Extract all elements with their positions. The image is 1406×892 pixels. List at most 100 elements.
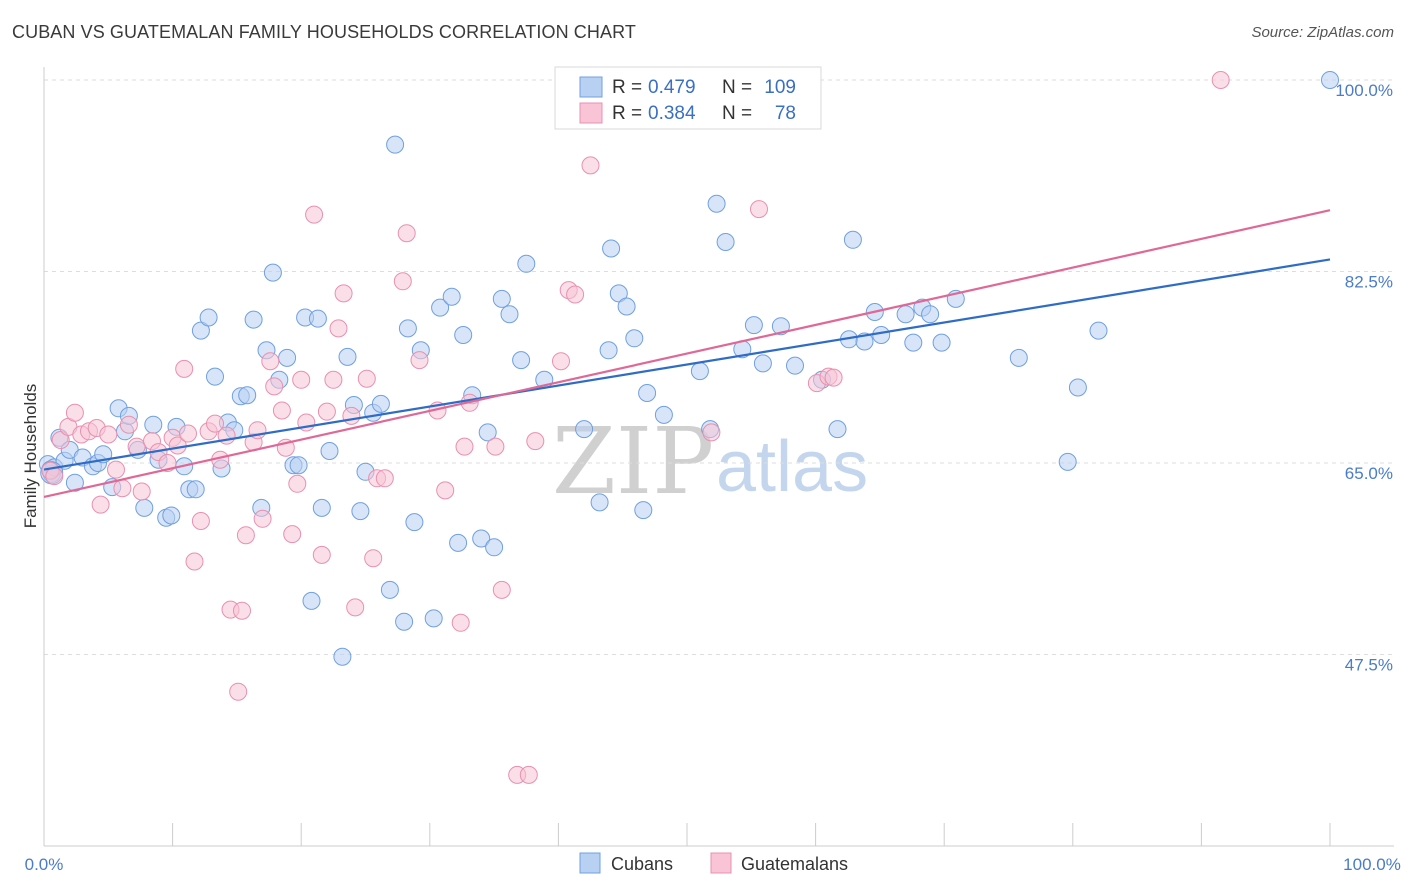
point-cubans-53 xyxy=(371,394,390,413)
point-cubans-100 xyxy=(896,305,915,324)
point-guatemalans-41 xyxy=(292,370,311,389)
point-guatemalans-11 xyxy=(113,479,132,498)
point-guatemalans-37 xyxy=(272,401,291,420)
point-cubans-68 xyxy=(485,538,504,557)
legend-swatch-guatemalans xyxy=(579,102,603,124)
point-cubans-75 xyxy=(590,493,609,512)
point-guatemalans-57 xyxy=(410,351,429,370)
point-cubans-80 xyxy=(625,329,644,348)
point-cubans-63 xyxy=(449,533,468,552)
point-guatemalans-8 xyxy=(91,495,110,514)
point-cubans-39 xyxy=(278,348,297,367)
bottom-legend-swatch-cubans xyxy=(579,852,601,874)
x-tick-label-left: 0.0% xyxy=(25,855,64,874)
point-cubans-72 xyxy=(517,254,536,273)
point-cubans-41 xyxy=(289,456,308,475)
point-cubans-78 xyxy=(609,284,628,303)
point-cubans-62 xyxy=(442,287,461,306)
point-cubans-91 xyxy=(771,317,790,336)
point-guatemalans-63 xyxy=(486,437,505,456)
point-guatemalans-17 xyxy=(158,454,177,472)
point-cubans-44 xyxy=(308,309,327,328)
point-guatemalans-30 xyxy=(233,601,251,620)
legend-n-value-guatemalans: 78 xyxy=(775,103,796,124)
point-cubans-109 xyxy=(1089,321,1108,340)
point-cubans-110 xyxy=(1321,71,1339,89)
point-guatemalans-45 xyxy=(317,402,336,421)
point-cubans-58 xyxy=(405,513,424,532)
point-cubans-46 xyxy=(320,442,339,460)
point-guatemalans-39 xyxy=(283,525,302,544)
point-guatemalans-31 xyxy=(236,526,255,545)
point-guatemalans-51 xyxy=(357,369,376,388)
point-guatemalans-50 xyxy=(346,598,365,617)
point-cubans-96 xyxy=(843,230,862,249)
point-cubans-50 xyxy=(351,502,370,521)
point-cubans-43 xyxy=(302,591,321,610)
point-guatemalans-64 xyxy=(492,580,511,599)
x-tick-label-right: 100.0% xyxy=(1343,855,1401,874)
point-cubans-66 xyxy=(472,529,491,548)
point-cubans-107 xyxy=(1058,452,1077,471)
point-cubans-55 xyxy=(386,135,405,154)
legend-n-value-cubans: 109 xyxy=(764,77,796,98)
point-guatemalans-59 xyxy=(436,481,455,500)
watermark: ZIP atlas xyxy=(552,408,868,515)
point-guatemalans-34 xyxy=(253,509,272,528)
bottom-legend-swatch-guatemalans xyxy=(710,852,732,874)
y-tick-label-0: 100.0% xyxy=(1335,81,1393,100)
point-cubans-83 xyxy=(654,405,673,424)
point-guatemalans-72 xyxy=(702,423,721,442)
point-cubans-48 xyxy=(338,347,357,366)
watermark-atlas: atlas xyxy=(716,427,868,507)
point-guatemalans-35 xyxy=(261,352,280,371)
point-guatemalans-54 xyxy=(375,469,394,488)
point-guatemalans-73 xyxy=(750,200,768,219)
point-cubans-64 xyxy=(454,326,473,344)
point-cubans-37 xyxy=(263,263,282,282)
point-cubans-27 xyxy=(199,308,218,327)
point-cubans-7 xyxy=(65,473,84,492)
point-guatemalans-25 xyxy=(206,414,224,433)
chart-source: Source: ZipAtlas.com xyxy=(1251,24,1394,41)
legend-r-value-guatemalans: 0.384 xyxy=(648,103,696,124)
point-guatemalans-46 xyxy=(324,370,343,389)
point-cubans-82 xyxy=(638,384,657,402)
point-cubans-18 xyxy=(144,415,163,434)
legend-r-label-cubans: R = xyxy=(612,77,642,98)
point-guatemalans-48 xyxy=(334,284,353,303)
point-cubans-28 xyxy=(206,367,224,386)
point-guatemalans-9 xyxy=(99,425,118,444)
point-guatemalans-68 xyxy=(552,352,570,371)
point-cubans-89 xyxy=(744,316,763,335)
point-guatemalans-10 xyxy=(107,460,125,479)
point-guatemalans-23 xyxy=(191,512,210,530)
point-cubans-45 xyxy=(312,498,331,517)
point-guatemalans-22 xyxy=(185,552,204,571)
legend-n-label-cubans: N = xyxy=(722,77,752,98)
legend-r-label-guatemalans: R = xyxy=(612,103,642,124)
point-cubans-108 xyxy=(1068,378,1087,397)
legend: R = 0.479 N = 109 R = 0.384 N = 78 xyxy=(554,66,822,130)
point-cubans-87 xyxy=(716,233,735,251)
point-guatemalans-14 xyxy=(132,482,151,501)
trend-line-cubans xyxy=(43,258,1331,471)
point-cubans-69 xyxy=(492,289,511,308)
point-cubans-54 xyxy=(380,580,399,599)
y-axis-title: Family Households xyxy=(21,384,40,529)
point-cubans-57 xyxy=(398,319,417,338)
trend-lines xyxy=(43,209,1331,498)
point-guatemalans-67 xyxy=(526,432,545,451)
y-tick-labels: 100.0% 82.5% 65.0% 47.5% xyxy=(1335,81,1393,675)
chart-title: CUBAN VS GUATEMALAN FAMILY HOUSEHOLDS CO… xyxy=(12,22,636,42)
trend-line-guatemalans xyxy=(43,209,1331,498)
point-cubans-94 xyxy=(828,420,847,439)
point-cubans-17 xyxy=(135,498,154,517)
point-cubans-47 xyxy=(333,647,352,666)
point-cubans-86 xyxy=(707,194,726,213)
point-guatemalans-56 xyxy=(397,224,416,243)
point-guatemalans-43 xyxy=(305,205,324,224)
point-cubans-34 xyxy=(244,310,263,329)
bottom-legend: Cubans Guatemalans xyxy=(579,852,848,874)
